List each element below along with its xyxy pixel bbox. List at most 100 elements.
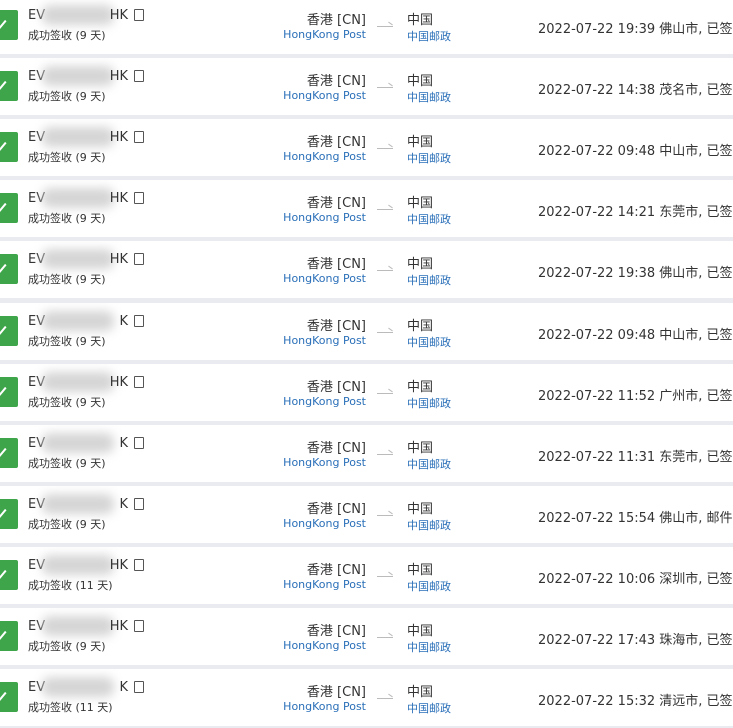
latest-event: 2022-07-22 09:48 中山市, 已签收, (538, 327, 733, 343)
destination-carrier[interactable]: 中国邮政 (407, 641, 451, 654)
shipment-row[interactable]: EV K 成功签收 (9 天) 香港 [CN] HongKong Post 中国 中国邮政 2… (0, 485, 733, 543)
shipment-row[interactable]: EV K 成功签收 (9 天) 香港 [CN] HongKong Post 中国 中国邮政 2… (0, 424, 733, 482)
tracking-number-end: HK (109, 557, 128, 573)
tracking-number-start: EV (28, 191, 46, 207)
origin-carrier[interactable]: HongKong Post (283, 394, 366, 408)
destination-country: 中国 (407, 379, 434, 395)
shipment-row[interactable]: EV HK 成功签收 (11 天) 香港 [CN] HongKong Post 中国 中国邮… (0, 546, 733, 604)
tracking-number-end: HK (109, 252, 128, 268)
redaction (42, 249, 114, 270)
tracking-number-end: K (119, 313, 128, 329)
tracking-number-start: EV (28, 130, 46, 146)
delivered-icon (0, 71, 18, 102)
destination-carrier[interactable]: 中国邮政 (407, 91, 451, 105)
route-arrow (377, 453, 393, 455)
delivered-icon (0, 132, 18, 163)
status: 成功签收 (9 天) (28, 456, 106, 470)
shipment-row[interactable]: EV K 成功签收 (9 天) 香港 [CN] HongKong Post 中国 中国邮政 2… (0, 302, 733, 360)
redaction (42, 493, 114, 514)
redaction (42, 127, 114, 148)
tracking-number-end: HK (109, 130, 128, 146)
destination-carrier[interactable]: 中国邮政 (407, 457, 451, 471)
copy-button[interactable] (134, 253, 144, 266)
destination-carrier[interactable]: 中国邮政 (407, 213, 451, 227)
origin-carrier[interactable]: HongKong Post (283, 455, 366, 469)
destination-carrier[interactable]: 中国邮政 (407, 702, 451, 716)
route-arrow (377, 331, 393, 333)
tracking-number-start: EV (28, 557, 46, 573)
destination-carrier[interactable]: 中国邮政 (407, 30, 451, 43)
origin-carrier[interactable]: HongKong Post (283, 516, 366, 530)
copy-button[interactable] (134, 192, 144, 205)
shipment-row[interactable]: EV HK 成功签收 (9 天) 香港 [CN] HongKong Post 中国 中国邮政… (0, 241, 733, 299)
destination-carrier[interactable]: 中国邮政 (407, 152, 451, 166)
delivered-icon (0, 682, 18, 713)
copy-button[interactable] (134, 620, 144, 632)
origin-carrier[interactable]: HongKong Post (283, 639, 366, 652)
delivered-icon (0, 10, 18, 40)
redaction (42, 5, 114, 25)
origin-carrier[interactable]: HongKong Post (283, 333, 366, 347)
status: 成功签收 (11 天) (28, 701, 113, 715)
tracking-number-end: K (119, 680, 128, 696)
delivered-icon (0, 498, 18, 529)
copy-button[interactable] (134, 436, 144, 449)
status: 成功签收 (9 天) (28, 212, 106, 226)
route-arrow (377, 26, 393, 27)
tracking-number-start: EV (28, 619, 46, 634)
copy-button[interactable] (134, 131, 144, 144)
redaction (42, 371, 114, 392)
copy-button[interactable] (134, 681, 144, 694)
destination-country: 中国 (407, 501, 434, 517)
copy-button[interactable] (134, 375, 144, 388)
tracking-number-end: K (119, 496, 128, 512)
origin-country: 香港 [CN] (306, 440, 366, 456)
latest-event: 2022-07-22 09:48 中山市, 已签收, (538, 144, 733, 160)
origin-carrier[interactable]: HongKong Post (283, 211, 366, 225)
tracking-number-start: EV (28, 69, 46, 85)
origin-country: 香港 [CN] (306, 624, 366, 639)
destination-carrier[interactable]: 中国邮政 (407, 335, 451, 349)
status: 成功签收 (9 天) (28, 395, 106, 409)
latest-event: 2022-07-22 15:32 清远市, 已签收, (538, 694, 733, 710)
shipment-row[interactable]: EV HK 成功签收 (9 天) 香港 [CN] HongKong Post 中国 中国邮政… (0, 0, 733, 54)
copy-button[interactable] (134, 497, 144, 510)
destination-carrier[interactable]: 中国邮政 (407, 518, 451, 532)
origin-carrier[interactable]: HongKong Post (283, 28, 366, 41)
origin-carrier[interactable]: HongKong Post (283, 577, 366, 591)
destination-carrier[interactable]: 中国邮政 (407, 579, 451, 593)
route-arrow (377, 392, 393, 394)
destination-country: 中国 (407, 135, 434, 151)
origin-country: 香港 [CN] (306, 685, 366, 701)
copy-button[interactable] (134, 9, 144, 21)
tracking-number-start: EV (28, 252, 46, 268)
origin-carrier[interactable]: HongKong Post (283, 700, 366, 714)
shipment-row[interactable]: EV HK 成功签收 (9 天) 香港 [CN] HongKong Post 中国 中国邮政… (0, 58, 733, 116)
destination-carrier[interactable]: 中国邮政 (407, 274, 451, 288)
status: 成功签收 (11 天) (28, 578, 113, 592)
destination-country: 中国 (407, 440, 434, 456)
route-arrow (377, 698, 393, 700)
route-arrow (377, 148, 393, 150)
shipment-row[interactable]: EV HK 成功签收 (9 天) 香港 [CN] HongKong Post 中国 中国邮政… (0, 363, 733, 421)
origin-country: 香港 [CN] (306, 196, 366, 212)
copy-button[interactable] (134, 558, 144, 571)
delivered-icon (0, 315, 18, 346)
copy-button[interactable] (134, 70, 144, 83)
origin-carrier[interactable]: HongKong Post (283, 272, 366, 286)
redaction (42, 66, 114, 87)
origin-carrier[interactable]: HongKong Post (283, 89, 366, 103)
tracking-number-start: EV (28, 680, 46, 696)
origin-carrier[interactable]: HongKong Post (283, 150, 366, 164)
origin-country: 香港 [CN] (306, 74, 366, 90)
shipment-row[interactable]: EV HK 成功签收 (9 天) 香港 [CN] HongKong Post 中国 中国邮政… (0, 180, 733, 238)
origin-country: 香港 [CN] (306, 501, 366, 517)
shipment-row[interactable]: EV HK 成功签收 (9 天) 香港 [CN] HongKong Post 中国 中国邮政… (0, 119, 733, 177)
redaction (42, 616, 114, 636)
shipment-row[interactable]: EV HK 成功签收 (9 天) 香港 [CN] HongKong Post 中国 中国邮政… (0, 608, 733, 665)
shipment-row[interactable]: EV K 成功签收 (11 天) 香港 [CN] HongKong Post 中国 中国邮政… (0, 669, 733, 727)
latest-event: 2022-07-22 14:21 东莞市, 已签收, (538, 205, 733, 221)
destination-carrier[interactable]: 中国邮政 (407, 396, 451, 410)
copy-button[interactable] (134, 314, 144, 327)
latest-event: 2022-07-22 19:39 佛山市, 已签收, (538, 22, 733, 37)
